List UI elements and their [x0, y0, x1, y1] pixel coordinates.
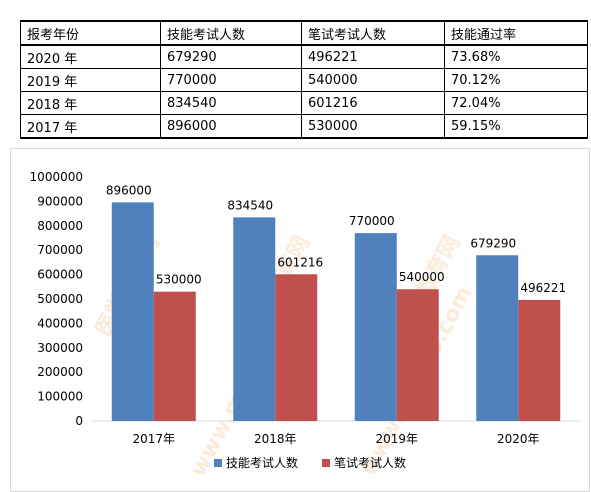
table-cell: 540000	[301, 68, 445, 92]
header-pass-rate: 技能通过率	[444, 20, 588, 46]
table-cell: 72.04%	[444, 91, 588, 115]
table-row: 2018 年 834540 601216 72.04%	[20, 91, 588, 115]
chart-svg: 0 100000 200000 300000 400000 500000 600000 700…	[30, 170, 579, 470]
bar	[153, 291, 196, 421]
bar-chart: 医学教育网 医学教育网 医学教育网 www.med66.com www.med6…	[10, 148, 590, 492]
data-label: 496221	[520, 281, 566, 295]
table-cell: 2018 年	[20, 91, 161, 115]
table-cell: 896000	[160, 114, 302, 139]
table-row: 2019 年 770000 540000 70.12%	[20, 68, 588, 92]
stats-table: 报考年份 技能考试人数 笔试考试人数 技能通过率 2020 年 679290 4…	[20, 20, 588, 139]
table-cell: 2020 年	[20, 44, 161, 69]
table-cell: 2019 年	[20, 68, 161, 92]
bar	[354, 233, 397, 421]
data-label: 530000	[156, 273, 202, 287]
y-tick-label: 1000000	[30, 170, 83, 184]
y-tick-label: 0	[75, 414, 83, 428]
bar	[111, 202, 154, 421]
header-year: 报考年份	[20, 20, 161, 46]
data-label: 834540	[227, 198, 273, 212]
table-cell: 679290	[160, 44, 302, 69]
bar	[233, 217, 276, 421]
table-cell: 530000	[301, 114, 445, 139]
legend-label: 笔试考试人数	[334, 455, 406, 470]
y-tick-label: 600000	[37, 268, 83, 282]
table-cell: 601216	[301, 91, 445, 115]
table-cell: 2017 年	[20, 114, 161, 139]
legend-swatch	[322, 459, 330, 467]
y-tick-label: 100000	[37, 390, 83, 404]
table-cell: 496221	[301, 44, 445, 69]
x-tick-label: 2019年	[375, 432, 418, 446]
legend-label: 技能考试人数	[226, 455, 298, 470]
data-label: 679290	[470, 236, 516, 250]
y-tick-label: 900000	[37, 194, 83, 208]
table-row: 2017 年 896000 530000 59.15%	[20, 114, 588, 139]
bar	[275, 274, 318, 421]
table-cell: 59.15%	[444, 114, 588, 139]
data-label: 896000	[106, 183, 152, 197]
x-tick-label: 2020年	[497, 432, 540, 446]
legend-swatch	[214, 459, 222, 467]
y-tick-label: 400000	[37, 316, 83, 330]
bar	[396, 289, 439, 421]
y-tick-label: 700000	[37, 243, 83, 257]
table-cell: 73.68%	[444, 44, 588, 69]
header-written-count: 笔试考试人数	[301, 20, 445, 46]
table-row: 2020 年 679290 496221 73.68%	[20, 44, 588, 69]
table-header-row: 报考年份 技能考试人数 笔试考试人数 技能通过率	[20, 20, 588, 46]
data-label: 540000	[399, 270, 445, 284]
x-tick-label: 2017年	[132, 432, 175, 446]
table-cell: 770000	[160, 68, 302, 92]
y-tick-label: 500000	[37, 292, 83, 306]
table-cell: 834540	[160, 91, 302, 115]
y-tick-label: 800000	[37, 219, 83, 233]
table-cell: 70.12%	[444, 68, 588, 92]
y-tick-label: 300000	[37, 341, 83, 355]
y-tick-label: 200000	[37, 365, 83, 379]
bar	[518, 299, 561, 421]
data-label: 601216	[277, 255, 323, 269]
header-skill-count: 技能考试人数	[160, 20, 302, 46]
bar	[476, 255, 519, 421]
data-label: 770000	[349, 214, 395, 228]
x-tick-label: 2018年	[254, 432, 297, 446]
